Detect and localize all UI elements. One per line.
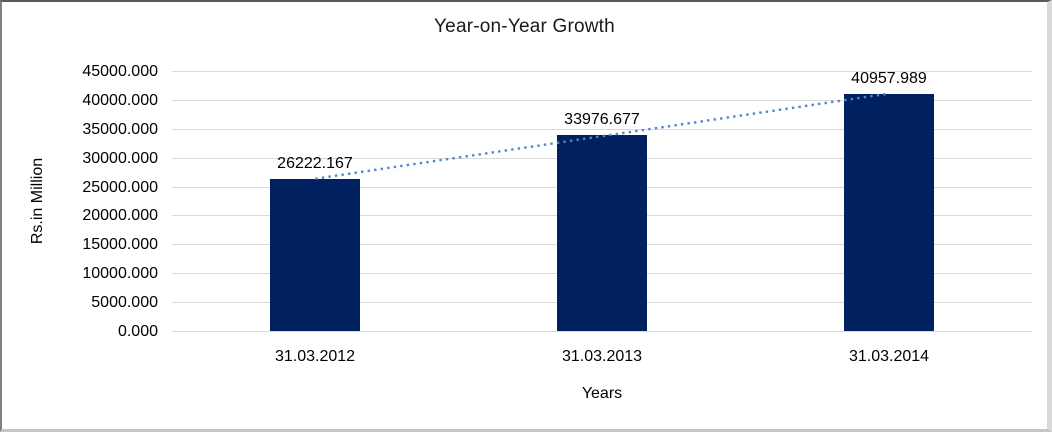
- y-axis-title: Rs.in Million: [29, 157, 46, 245]
- y-tick-label: 5000.000: [91, 294, 158, 311]
- y-tick-label: 40000.000: [82, 92, 158, 109]
- gridline: [172, 71, 1032, 72]
- y-tick-label: 45000.000: [82, 63, 158, 80]
- x-tick-label: 31.03.2013: [561, 348, 643, 365]
- y-tick-label: 0.000: [117, 323, 158, 340]
- bar-data-label: 40957.989: [851, 70, 927, 87]
- trendline-segment: [315, 92, 889, 180]
- plot-area: 26222.167 33976.677 40957.989: [172, 70, 1032, 332]
- x-tick-label: 31.03.2014: [848, 348, 930, 365]
- bar-31.03.2012: [270, 179, 360, 331]
- bar-31.03.2014: [844, 94, 934, 331]
- gridline: [172, 331, 1032, 332]
- y-tick-label: 30000.000: [82, 150, 158, 167]
- y-tick-label: 35000.000: [82, 121, 158, 138]
- x-axis-title: Years: [581, 385, 623, 402]
- bar-31.03.2013: [557, 135, 647, 331]
- y-tick-label: 20000.000: [82, 207, 158, 224]
- y-tick-label: 15000.000: [82, 236, 158, 253]
- bar-data-label: 33976.677: [564, 111, 640, 128]
- bar-data-label: 26222.167: [277, 155, 353, 172]
- y-tick-label: 10000.000: [82, 265, 158, 282]
- x-tick-label: 31.03.2012: [274, 348, 356, 365]
- y-tick-label: 25000.000: [82, 179, 158, 196]
- chart-title: Year-on-Year Growth: [434, 16, 615, 37]
- gridline: [172, 129, 1032, 130]
- trendline: [315, 92, 889, 180]
- gridline: [172, 100, 1032, 101]
